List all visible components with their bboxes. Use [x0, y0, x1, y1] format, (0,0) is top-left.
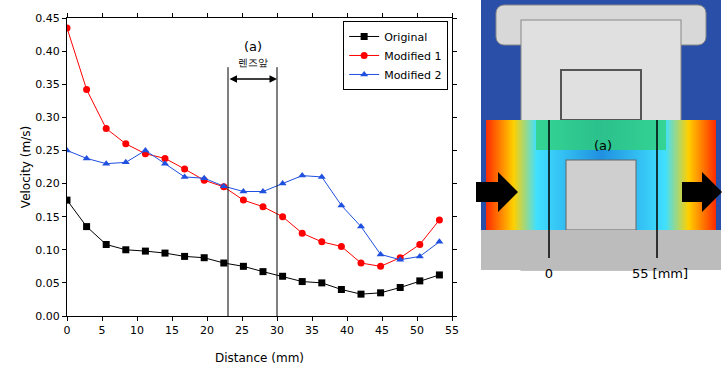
- svg-text:0: 0: [545, 266, 553, 281]
- svg-text:0.35: 0.35: [35, 78, 60, 91]
- svg-text:0.10: 0.10: [35, 244, 60, 257]
- svg-text:0.05: 0.05: [35, 277, 60, 290]
- svg-text:(a): (a): [594, 138, 612, 153]
- svg-text:20: 20: [200, 324, 214, 337]
- svg-text:45: 45: [375, 324, 389, 337]
- svg-text:15: 15: [165, 324, 179, 337]
- svg-text:렌즈앞: 렌즈앞: [238, 57, 268, 68]
- svg-text:0.15: 0.15: [35, 211, 60, 224]
- svg-text:50: 50: [410, 324, 424, 337]
- svg-text:25: 25: [235, 324, 249, 337]
- svg-text:30: 30: [270, 324, 284, 337]
- svg-text:5: 5: [99, 324, 106, 337]
- svg-text:0.30: 0.30: [35, 111, 60, 124]
- svg-text:10: 10: [130, 324, 144, 337]
- svg-text:(a): (a): [244, 39, 262, 54]
- svg-text:40: 40: [340, 324, 354, 337]
- svg-text:0.40: 0.40: [35, 45, 60, 58]
- svg-text:0.25: 0.25: [35, 144, 60, 157]
- svg-text:Modified 2: Modified 2: [384, 69, 441, 82]
- svg-text:55 [mm]: 55 [mm]: [632, 266, 688, 281]
- svg-text:55: 55: [445, 324, 459, 337]
- svg-text:0.00: 0.00: [35, 310, 60, 323]
- svg-text:35: 35: [305, 324, 319, 337]
- svg-text:0.45: 0.45: [35, 12, 60, 25]
- svg-text:Modified 1: Modified 1: [384, 50, 441, 63]
- svg-text:Original: Original: [384, 31, 427, 44]
- svg-text:Distance (mm): Distance (mm): [215, 351, 304, 365]
- svg-text:0: 0: [64, 324, 71, 337]
- svg-text:0.20: 0.20: [35, 177, 60, 190]
- svg-text:Velocity (m/s): Velocity (m/s): [19, 126, 33, 208]
